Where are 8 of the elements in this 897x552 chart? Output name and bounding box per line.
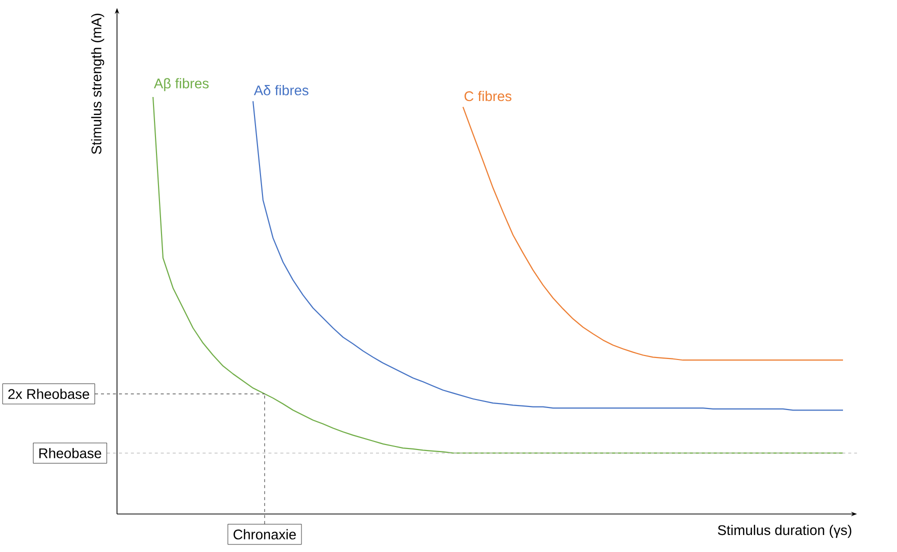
series-label: C fibres: [464, 90, 512, 102]
y-axis-title: Stimulus strength (mA): [91, 14, 104, 154]
ref-line-label: 2x Rheobase: [8, 388, 90, 400]
series-label: Aδ fibres: [254, 85, 308, 96]
text: Chronaxie: [234, 529, 296, 540]
series-label: Aβ fibres: [154, 78, 209, 92]
ref-line-label: Rheobase: [39, 448, 102, 458]
x-axis-title: Stimulus duration (γs): [718, 524, 852, 538]
